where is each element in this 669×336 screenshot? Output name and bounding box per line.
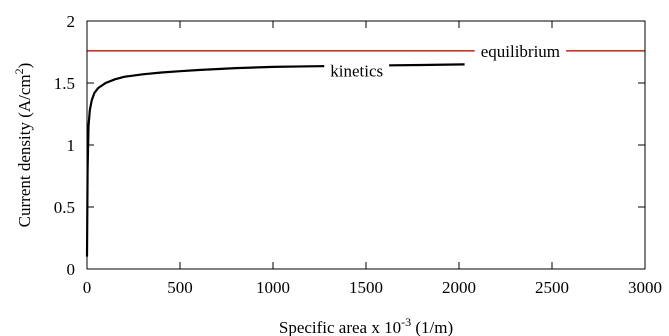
series-line-kinetics — [85, 63, 465, 257]
x-axis-title-unit: (1/m) — [411, 318, 453, 336]
x-axis-title-exponent: -3 — [401, 315, 411, 329]
x-tick-label: 3000 — [628, 278, 662, 297]
series-layer: equilibrium kinetics — [85, 41, 645, 257]
series-label-bg — [474, 41, 567, 61]
x-tick-label: 500 — [167, 278, 193, 297]
x-axis-title-main: Specific area x 10 — [279, 318, 401, 336]
x-tick-label: 1500 — [349, 278, 383, 297]
x-tick-label: 1000 — [256, 278, 290, 297]
series-label-group-equilibrium: equilibrium — [474, 41, 567, 61]
x-tick-label: 2000 — [442, 278, 476, 297]
x-axis-title: Specific area x 10-3 (1/m) — [279, 315, 453, 336]
y-tick-label: 2 — [67, 12, 76, 31]
y-tick-label: 1 — [67, 136, 76, 155]
x-tick-label: 0 — [83, 278, 92, 297]
y-axis-title-close: ) — [15, 63, 34, 69]
series-label-bg — [324, 61, 390, 81]
y-axis-title-exponent: 2 — [12, 68, 26, 74]
x-tick-label: 2500 — [535, 278, 569, 297]
y-axis-title: Current density (A/cm2) — [12, 63, 34, 228]
y-axis-title-main: Current density (A/cm — [15, 74, 34, 227]
plot-frame — [86, 20, 646, 270]
y-tick-label: 0 — [67, 260, 76, 279]
series-label-kinetics: kinetics — [330, 62, 383, 81]
y-tick-label: 0.5 — [54, 198, 75, 217]
tick-labels-layer: 0 500 1000 1500 2000 2500 3000 0 0.5 1 1.5 2 — [54, 12, 662, 297]
series-label-group-kinetics: kinetics — [324, 61, 390, 81]
y-tick-label: 1.5 — [54, 74, 75, 93]
series-label-equilibrium: equilibrium — [481, 42, 560, 61]
